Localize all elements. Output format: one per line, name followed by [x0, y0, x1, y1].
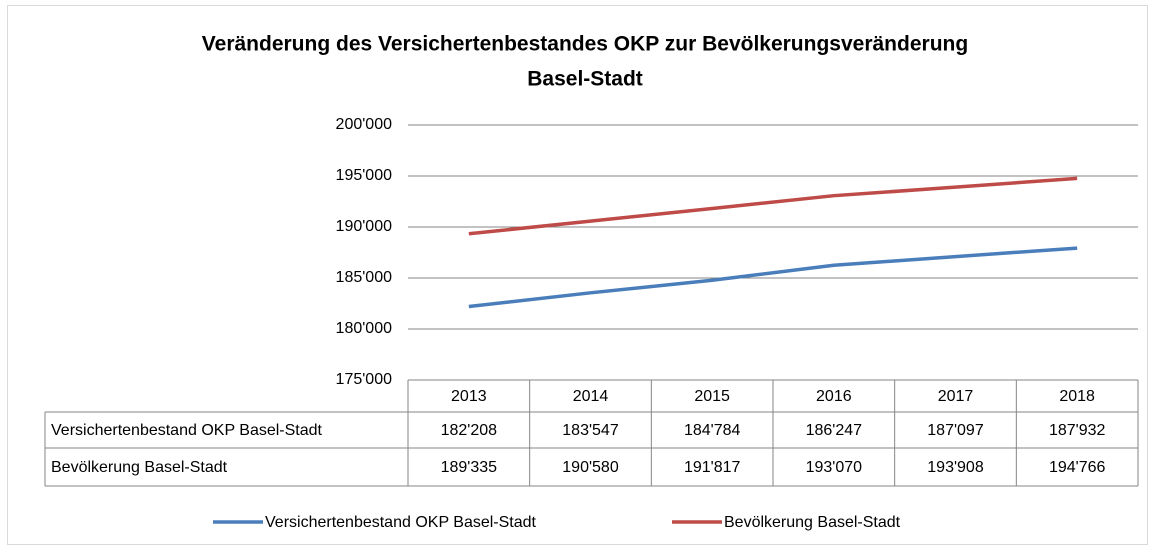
x-tick-label: 2018	[1059, 388, 1095, 405]
series-line	[468, 176, 1078, 236]
y-tick-label: 190'000	[336, 218, 393, 235]
table-cell: 182'208	[441, 422, 498, 439]
table-cell: 194'766	[1049, 459, 1106, 476]
series-line	[468, 246, 1078, 309]
x-tick-label: 2014	[573, 388, 609, 405]
y-tick-label: 200'000	[336, 116, 393, 133]
table-row-label: Bevölkerung Basel-Stadt	[51, 459, 228, 476]
table-cell: 190'580	[562, 459, 619, 476]
x-tick-label: 2013	[451, 388, 487, 405]
x-tick-label: 2017	[938, 388, 974, 405]
table-cell: 186'247	[806, 422, 863, 439]
table-cell: 189'335	[441, 459, 498, 476]
table-cell: 187'932	[1049, 422, 1106, 439]
y-tick-label: 180'000	[336, 320, 393, 337]
table-cell: 184'784	[684, 422, 741, 439]
y-tick-label: 195'000	[336, 167, 393, 184]
chart-border	[7, 5, 1148, 545]
table-cell: 193'070	[806, 459, 863, 476]
legend-label: Bevölkerung Basel-Stadt	[724, 514, 901, 531]
chart-title: Basel-Stadt	[527, 68, 643, 91]
legend-label: Versichertenbestand OKP Basel-Stadt	[265, 514, 537, 531]
x-tick-label: 2015	[694, 388, 730, 405]
table-cell: 193'908	[927, 459, 984, 476]
y-tick-label: 175'000	[336, 371, 393, 388]
chart-title: Veränderung des Versichertenbestandes OK…	[202, 33, 968, 56]
table-cell: 183'547	[562, 422, 619, 439]
table-cell: 187'097	[927, 422, 984, 439]
table-row-label: Versichertenbestand OKP Basel-Stadt	[51, 422, 323, 439]
table-cell: 191'817	[684, 459, 741, 476]
x-tick-label: 2016	[816, 388, 852, 405]
y-tick-label: 185'000	[336, 269, 393, 286]
